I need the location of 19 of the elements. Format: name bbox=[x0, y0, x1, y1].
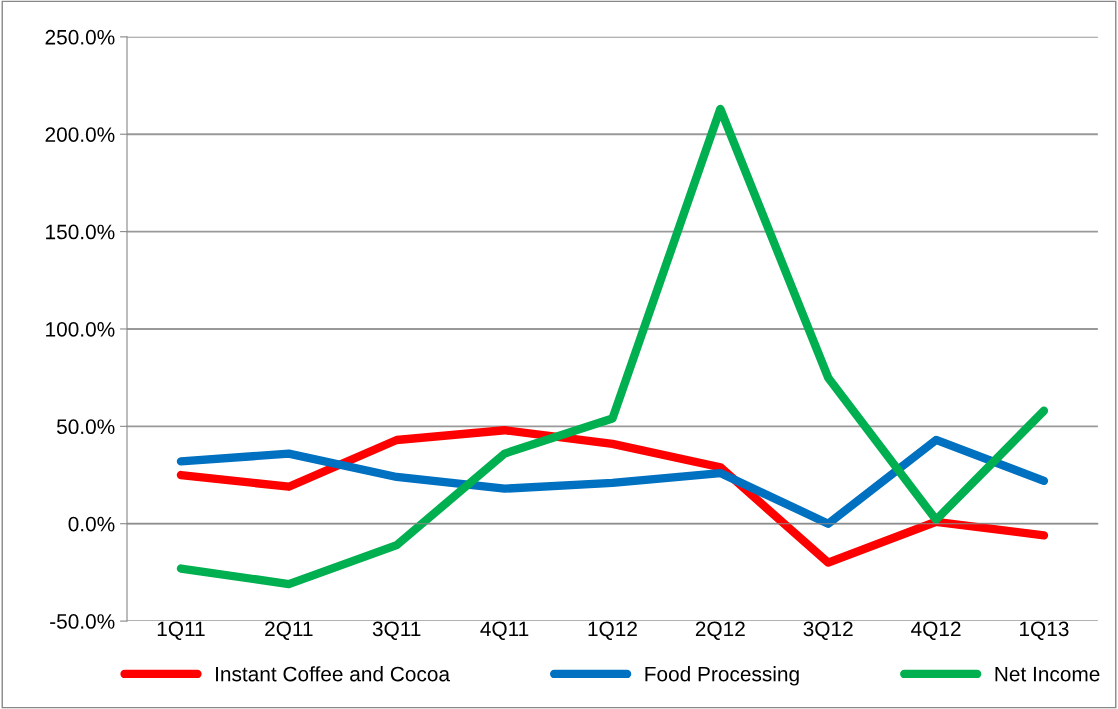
y-tick-label: -50.0% bbox=[50, 614, 115, 629]
x-tick-label: 1Q13 bbox=[1020, 621, 1069, 640]
x-tick-label: 3Q11 bbox=[372, 621, 421, 640]
y-tick-label: 150.0% bbox=[46, 224, 115, 240]
legend-label: Instant Coffee and Cocoa bbox=[216, 666, 451, 682]
legend-label: Net Income bbox=[995, 666, 1100, 682]
y-tick-label: 100.0% bbox=[46, 321, 115, 337]
x-tick-label: 2Q11 bbox=[265, 621, 313, 640]
x-tick-label: 4Q11 bbox=[480, 621, 529, 640]
x-tick-label: 2Q12 bbox=[695, 621, 745, 640]
x-tick-label: 4Q12 bbox=[911, 621, 961, 640]
x-tick-label: 3Q12 bbox=[803, 621, 853, 640]
x-tick-label: 1Q12 bbox=[588, 621, 637, 640]
y-tick-label: 200.0% bbox=[45, 127, 115, 142]
x-tick-label: 1Q11 bbox=[157, 621, 205, 640]
legend-label: Food Processing bbox=[645, 666, 799, 686]
y-tick-label: 50.0% bbox=[56, 419, 115, 435]
y-tick-label: 0.0% bbox=[68, 516, 115, 532]
y-tick-label: 250.0% bbox=[45, 29, 115, 45]
